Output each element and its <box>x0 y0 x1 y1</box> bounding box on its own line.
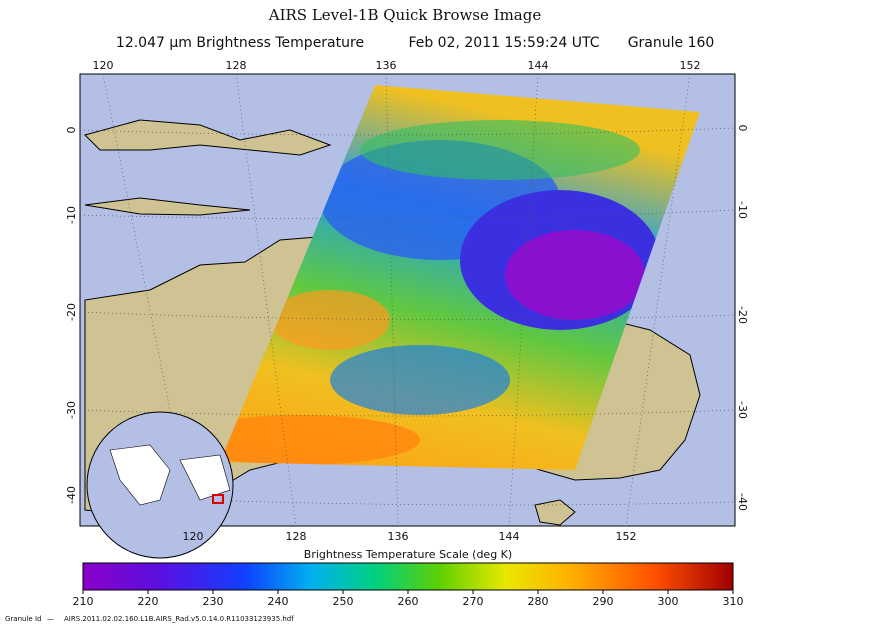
lat-tick-left: -30 <box>65 401 78 419</box>
colorbar-tick-label: 300 <box>658 595 679 608</box>
colorbar-tick-label: 260 <box>398 595 419 608</box>
lat-tick-right: -20 <box>736 306 749 324</box>
time: Feb 02, 2011 15:59:24 UTC <box>408 35 599 51</box>
quantity: 12.047 μm Brightness Temperature <box>116 35 364 51</box>
lon-tick-top: 128 <box>226 59 247 72</box>
inset-globe <box>86 411 234 559</box>
colorbar-tick-label: 230 <box>203 595 224 608</box>
colorbar-tick-label: 270 <box>463 595 484 608</box>
lon-tick-bottom: 120 <box>183 530 204 543</box>
meridian <box>625 73 691 527</box>
lat-tick-right: 0 <box>736 125 749 132</box>
footer-label: Granule Id <box>5 615 41 623</box>
colorbar-tick-label: 310 <box>723 595 744 608</box>
lon-tick-top: 136 <box>376 59 397 72</box>
parallel <box>79 127 736 136</box>
lon-tick-top: 144 <box>528 59 549 72</box>
parallel <box>79 311 736 320</box>
lon-tick-top: 152 <box>680 59 701 72</box>
lon-tick-bottom: 152 <box>616 530 637 543</box>
lat-tick-left: 0 <box>65 127 78 134</box>
colorbar-tick-label: 280 <box>528 595 549 608</box>
meridian <box>385 73 399 527</box>
footer-file: AIRS.2011.02.02.160.L1B.AIRS_Rad.v5.0.14… <box>64 615 294 623</box>
granule: Granule 160 <box>628 35 715 51</box>
lat-tick-right: -40 <box>736 493 749 511</box>
lat-tick-right: -10 <box>736 201 749 219</box>
colorbar-label: Brightness Temperature Scale (deg K) <box>304 548 512 561</box>
lat-tick-left: -40 <box>65 486 78 504</box>
parallel <box>79 209 736 220</box>
footer-dash: — <box>47 615 54 623</box>
lon-tick-bottom: 136 <box>388 530 409 543</box>
colorbar-tick-label: 250 <box>333 595 354 608</box>
lat-tick-left: -10 <box>65 206 78 224</box>
lat-tick-right: -30 <box>736 401 749 419</box>
islands <box>84 119 332 156</box>
title: AIRS Level-1B Quick Browse Image <box>268 6 542 24</box>
lesser-sunda <box>84 197 251 216</box>
map <box>79 73 736 559</box>
lon-tick-bottom: 128 <box>286 530 307 543</box>
colorbar-tick-label: 240 <box>268 595 289 608</box>
colorbar <box>82 562 734 591</box>
colorbar-tick-label: 210 <box>73 595 94 608</box>
lon-tick-bottom: 144 <box>499 530 520 543</box>
lon-tick-top: 120 <box>93 59 114 72</box>
colorbar-tick-label: 220 <box>138 595 159 608</box>
lat-tick-left: -20 <box>65 303 78 321</box>
tasmania <box>534 499 576 526</box>
colorbar-tick-label: 290 <box>593 595 614 608</box>
